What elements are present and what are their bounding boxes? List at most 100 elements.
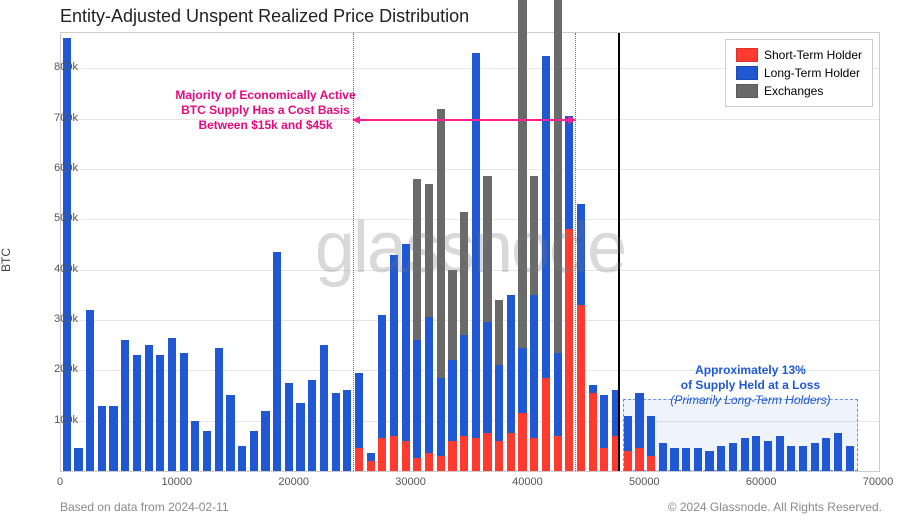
- footer-copyright: © 2024 Glassnode. All Rights Reserved.: [668, 500, 882, 514]
- bar-long-term: [776, 436, 784, 471]
- x-tick-label: 50000: [629, 476, 660, 488]
- bar-long-term: [285, 383, 293, 471]
- range-arrow: [353, 119, 575, 121]
- gridline: [61, 219, 879, 220]
- bar-short-term: [518, 413, 526, 471]
- y-tick-label: 100k: [28, 414, 78, 426]
- bar-long-term: [98, 406, 106, 471]
- annotation-loss-supply: Approximately 13%of Supply Held at a Los…: [670, 363, 830, 408]
- bar-short-term: [554, 436, 562, 471]
- bar-long-term: [822, 438, 830, 471]
- bar-long-term: [261, 411, 269, 471]
- bar-long-term: [752, 436, 760, 471]
- legend-label: Exchanges: [764, 82, 823, 100]
- bar-short-term: [577, 305, 585, 471]
- bar-long-term: [402, 244, 410, 471]
- bar-long-term: [109, 406, 117, 471]
- y-tick-label: 600k: [28, 162, 78, 174]
- bar-short-term: [542, 378, 550, 471]
- bar-short-term: [589, 393, 597, 471]
- bar-long-term: [191, 421, 199, 471]
- bar-long-term: [74, 448, 82, 471]
- bar-long-term: [682, 448, 690, 471]
- bar-short-term: [390, 436, 398, 471]
- bar-long-term: [320, 345, 328, 471]
- x-tick-label: 70000: [863, 476, 894, 488]
- gridline: [61, 169, 879, 170]
- bar-long-term: [145, 345, 153, 471]
- current-price-line: [618, 33, 620, 471]
- bar-long-term: [729, 443, 737, 471]
- bar-long-term: [332, 393, 340, 471]
- x-tick-label: 30000: [395, 476, 426, 488]
- bar-long-term: [472, 53, 480, 471]
- bar-long-term: [425, 317, 433, 471]
- bar-long-term: [180, 353, 188, 471]
- bar-short-term: [367, 461, 375, 471]
- gridline: [61, 270, 879, 271]
- bar-long-term: [741, 438, 749, 471]
- bar-long-term: [86, 310, 94, 471]
- bar-short-term: [460, 436, 468, 471]
- bar-long-term: [659, 443, 667, 471]
- legend-item: Long-Term Holder: [736, 64, 862, 82]
- bar-long-term: [787, 446, 795, 471]
- bar-long-term: [296, 403, 304, 471]
- legend-label: Long-Term Holder: [764, 64, 860, 82]
- bar-long-term: [799, 446, 807, 471]
- bar-short-term: [600, 448, 608, 471]
- chart-title: Entity-Adjusted Unspent Realized Price D…: [60, 6, 469, 27]
- bar-short-term: [624, 451, 632, 471]
- legend-item: Short-Term Holder: [736, 46, 862, 64]
- bar-short-term: [495, 441, 503, 471]
- bar-long-term: [764, 441, 772, 471]
- range-marker-line: [575, 33, 576, 471]
- bar-long-term: [156, 355, 164, 471]
- legend-label: Short-Term Holder: [764, 46, 862, 64]
- legend: Short-Term HolderLong-Term HolderExchang…: [725, 39, 873, 107]
- bar-short-term: [437, 456, 445, 471]
- x-tick-label: 40000: [512, 476, 543, 488]
- bar-short-term: [530, 438, 538, 471]
- y-tick-label: 800k: [28, 61, 78, 73]
- legend-swatch: [736, 48, 758, 62]
- bar-long-term: [670, 448, 678, 471]
- bar-long-term: [203, 431, 211, 471]
- bar-long-term: [121, 340, 129, 471]
- legend-swatch: [736, 66, 758, 80]
- x-tick-label: 60000: [746, 476, 777, 488]
- y-tick-label: 500k: [28, 212, 78, 224]
- bar-short-term: [472, 438, 480, 471]
- bar-long-term: [811, 443, 819, 471]
- bar-long-term: [133, 355, 141, 471]
- y-tick-label: 300k: [28, 313, 78, 325]
- bar-long-term: [717, 446, 725, 471]
- bar-short-term: [483, 433, 491, 471]
- bar-long-term: [168, 338, 176, 471]
- bar-long-term: [308, 380, 316, 471]
- bar-long-term: [63, 38, 71, 471]
- bar-long-term: [694, 448, 702, 471]
- bar-long-term: [238, 446, 246, 471]
- y-tick-label: 200k: [28, 363, 78, 375]
- legend-swatch: [736, 84, 758, 98]
- bar-short-term: [448, 441, 456, 471]
- bar-long-term: [343, 390, 351, 471]
- y-tick-label: 400k: [28, 263, 78, 275]
- footer-source: Based on data from 2024-02-11: [60, 500, 229, 514]
- bar-short-term: [635, 448, 643, 471]
- bar-long-term: [705, 451, 713, 471]
- bar-long-term: [215, 348, 223, 471]
- bar-short-term: [413, 458, 421, 471]
- bar-long-term: [834, 433, 842, 471]
- bar-short-term: [402, 441, 410, 471]
- gridline: [61, 320, 879, 321]
- bar-long-term: [846, 446, 854, 471]
- bar-short-term: [565, 229, 573, 471]
- plot-area: glassnode Short-Term HolderLong-Term Hol…: [60, 32, 880, 472]
- legend-item: Exchanges: [736, 82, 862, 100]
- bar-short-term: [647, 456, 655, 471]
- bar-short-term: [507, 433, 515, 471]
- x-tick-label: 10000: [162, 476, 193, 488]
- bar-long-term: [273, 252, 281, 471]
